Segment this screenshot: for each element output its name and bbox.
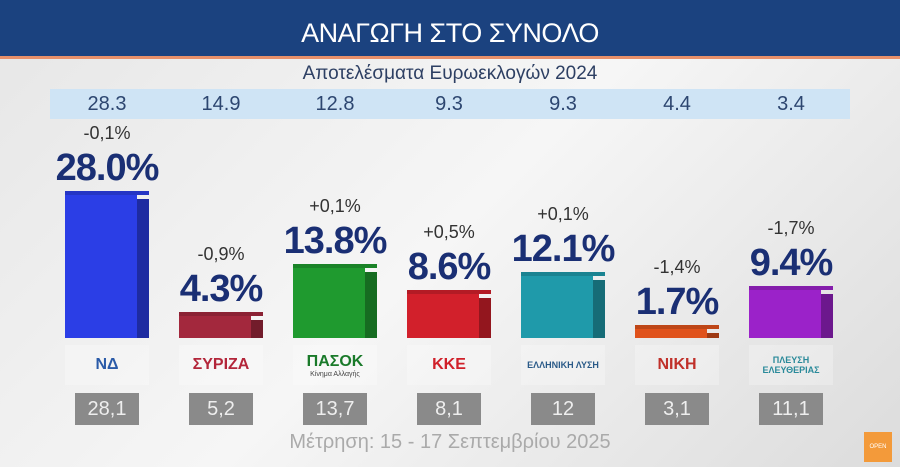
channel-logo: OPEN <box>864 432 892 462</box>
bar-value-label: 28.0% <box>55 147 160 190</box>
chart-title: ΑΝΑΓΩΓΗ ΣΤΟ ΣΥΝΟΛΟ <box>301 18 599 48</box>
previous-poll-value: 5,2 <box>189 393 253 425</box>
bar-value-label: 13.8% <box>283 219 388 262</box>
previous-poll-value: 12 <box>531 393 595 425</box>
bar-value-label: 8.6% <box>407 246 492 289</box>
header-band <box>0 0 900 59</box>
party-logo: ΚΚΕ <box>407 345 491 385</box>
logo-text: ΝΙΚΗ <box>657 356 697 373</box>
change-label: -0,9% <box>197 244 245 265</box>
euro2024-value: 14.9 <box>201 93 241 115</box>
bar <box>407 290 491 338</box>
previous-poll-value: 11,1 <box>759 393 823 425</box>
change-label: +0,1% <box>537 204 589 225</box>
bar-value-label: 12.1% <box>511 228 616 271</box>
previous-poll-value: 28,1 <box>75 393 139 425</box>
change-label: +0,5% <box>423 222 475 243</box>
bar <box>179 312 263 338</box>
party-logo: ΣΥΡΙΖΑ <box>179 345 263 385</box>
change-label: -0,1% <box>83 123 131 144</box>
logo-text: ΚΚΕ <box>432 356 466 373</box>
change-label: -1,7% <box>767 218 815 239</box>
euro2024-value: 9.3 <box>435 93 463 115</box>
bar <box>65 191 149 338</box>
logo-text: ΠΛΕΥΣΗ ΕΛΕΥΘΕΡΙΑΣ <box>762 355 820 375</box>
bar <box>521 272 605 338</box>
bar-value-label: 9.4% <box>749 242 834 285</box>
previous-poll-value: 8,1 <box>417 393 481 425</box>
logo-subtext: Κίνημα Αλλαγής <box>310 370 360 378</box>
bar-value-label: 4.3% <box>179 268 264 311</box>
chart-subtitle: Αποτελέσματα Ευρωεκλογών 2024 <box>302 63 598 84</box>
party-logo: ΠΛΕΥΣΗ ΕΛΕΥΘΕΡΙΑΣ <box>749 345 833 385</box>
previous-poll-value: 3,1 <box>645 393 709 425</box>
euro2024-value: 3.4 <box>777 93 805 115</box>
euro2024-value: 12.8 <box>315 93 355 115</box>
bar <box>293 263 377 338</box>
party-logo: ΝΔ <box>65 345 149 385</box>
party-logo: ΕΛΛΗΝΙΚΗ ΛΥΣΗ <box>521 345 605 385</box>
logo-text: ΝΔ <box>95 356 119 373</box>
euro2024-band <box>50 89 850 119</box>
bar <box>749 286 833 338</box>
euro2024-value: 9.3 <box>549 93 577 115</box>
logo-text: ΕΛΛΗΝΙΚΗ ΛΥΣΗ <box>527 360 599 370</box>
party-logo: ΠΑΣΟΚ Κίνημα Αλλαγής <box>293 345 377 385</box>
party-logo: ΝΙΚΗ <box>635 345 719 385</box>
change-label: -1,4% <box>653 257 701 278</box>
bar <box>635 325 719 338</box>
euro2024-value: 4.4 <box>663 93 691 115</box>
logo-text: ΠΑΣΟΚ <box>306 352 364 370</box>
change-label: +0,1% <box>309 195 361 216</box>
bar-value-label: 1.7% <box>635 281 720 324</box>
euro2024-value: 28.3 <box>87 93 127 115</box>
previous-poll-value: 13,7 <box>303 393 367 425</box>
logo-text: ΣΥΡΙΖΑ <box>192 356 250 373</box>
footer-date: Μέτρηση: 15 - 17 Σεπτεμβρίου 2025 <box>289 431 611 453</box>
